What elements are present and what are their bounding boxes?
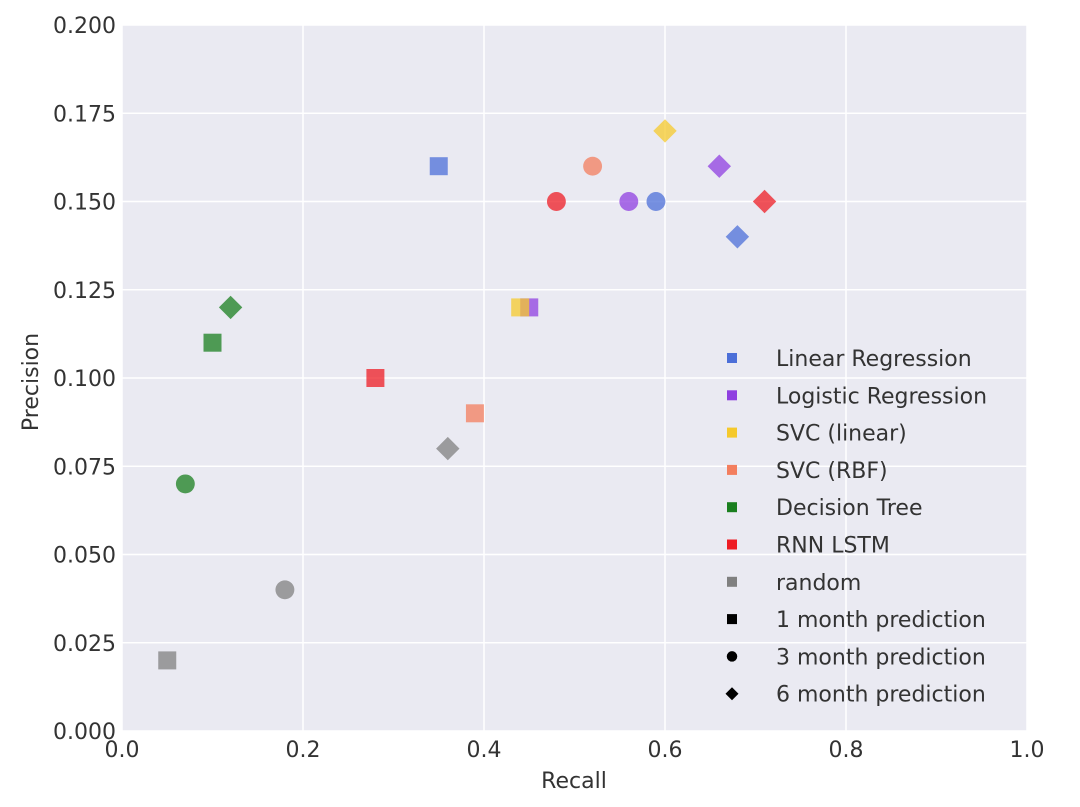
x-axis-label: Recall bbox=[541, 769, 607, 794]
legend-marker-logistic-regression bbox=[727, 390, 737, 401]
x-tick-labels: 0.0 0.2 0.4 0.6 0.8 1.0 bbox=[105, 738, 1045, 763]
y-tick-label: 0.175 bbox=[53, 102, 116, 127]
point-decision-tree-circle bbox=[175, 474, 195, 494]
legend: Linear Regression Logistic Regression SVC … bbox=[725, 347, 987, 708]
legend-marker-6-month-prediction bbox=[725, 687, 739, 701]
y-tick-label: 0.150 bbox=[53, 191, 116, 216]
x-tick-label: 0.0 bbox=[105, 738, 140, 763]
point-logistic-regression-diamond bbox=[707, 154, 731, 178]
point-random-square bbox=[158, 651, 177, 670]
legend-label-linear-regression: Linear Regression bbox=[776, 347, 972, 372]
legend-label-svc-rbf: SVC (RBF) bbox=[776, 459, 888, 484]
point-svc-linear-square bbox=[511, 298, 530, 317]
y-tick-label: 0.025 bbox=[53, 632, 116, 657]
point-rnn-lstm-diamond bbox=[752, 189, 777, 214]
data-points bbox=[158, 119, 777, 670]
point-rnn-lstm-circle bbox=[546, 192, 566, 211]
legend-label-random: random bbox=[776, 571, 861, 596]
legend-label-6-month-prediction: 6 month prediction bbox=[776, 683, 986, 708]
y-tick-label: 0.075 bbox=[53, 455, 116, 480]
legend-marker-svc-rbf bbox=[727, 464, 737, 475]
point-logistic-regression-circle bbox=[619, 192, 639, 211]
point-linear-regression-square bbox=[429, 157, 448, 176]
legend-label-3-month-prediction: 3 month prediction bbox=[776, 645, 986, 670]
x-tick-label: 0.8 bbox=[829, 738, 864, 763]
point-random-circle bbox=[275, 580, 295, 600]
legend-marker-svc-linear bbox=[727, 427, 737, 438]
legend-marker-rnn-lstm bbox=[727, 539, 737, 550]
point-svc-rbf-square bbox=[465, 404, 484, 423]
y-tick-label: 0.100 bbox=[53, 367, 116, 392]
legend-label-svc-linear: SVC (linear) bbox=[776, 422, 907, 447]
legend-marker-3-month-prediction bbox=[726, 651, 738, 662]
point-svc-rbf-circle bbox=[583, 156, 603, 176]
legend-label-logistic-regression: Logistic Regression bbox=[776, 384, 987, 409]
x-tick-label: 0.4 bbox=[467, 738, 502, 763]
point-linear-regression-diamond bbox=[725, 225, 750, 249]
x-tick-label: 1.0 bbox=[1010, 738, 1045, 763]
legend-marker-1-month-prediction bbox=[727, 614, 737, 625]
grid-lines bbox=[121, 24, 1028, 732]
point-rnn-lstm-square bbox=[366, 369, 385, 387]
y-tick-labels: 0.000 0.025 0.050 0.075 0.100 0.125 0.150 0.175… bbox=[53, 14, 116, 745]
x-tick-label: 0.2 bbox=[286, 738, 321, 763]
legend-label-1-month-prediction: 1 month prediction bbox=[776, 608, 986, 633]
point-decision-tree-diamond bbox=[218, 295, 243, 320]
y-tick-label: 0.125 bbox=[53, 279, 116, 304]
legend-label-decision-tree: Decision Tree bbox=[776, 496, 923, 521]
y-tick-label: 0.200 bbox=[53, 14, 116, 39]
x-tick-label: 0.6 bbox=[648, 738, 683, 763]
point-random-diamond bbox=[436, 436, 460, 461]
legend-marker-random bbox=[727, 576, 737, 587]
legend-marker-decision-tree bbox=[727, 502, 737, 513]
y-axis-label: Precision bbox=[19, 333, 44, 431]
y-tick-label: 0.000 bbox=[53, 720, 116, 745]
legend-label-rnn-lstm: RNN LSTM bbox=[776, 534, 890, 559]
point-linear-regression-circle bbox=[646, 192, 666, 211]
point-decision-tree-square bbox=[203, 333, 222, 352]
point-svc-linear-diamond bbox=[653, 119, 677, 143]
y-tick-label: 0.050 bbox=[53, 544, 116, 569]
legend-marker-linear-regression bbox=[727, 353, 737, 363]
